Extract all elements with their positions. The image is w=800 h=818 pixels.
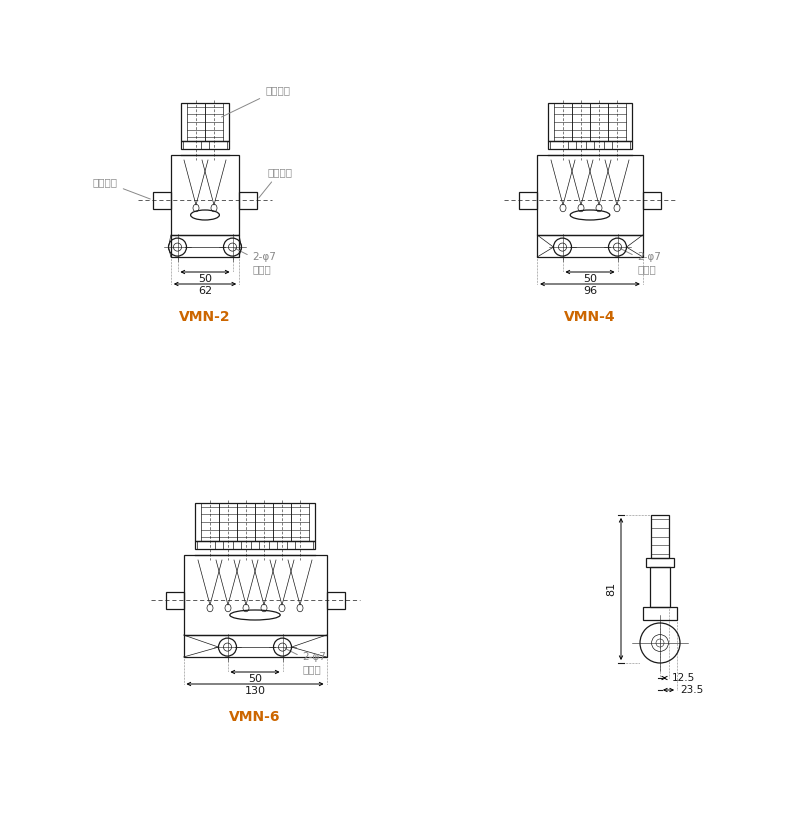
Bar <box>183 635 326 657</box>
Bar <box>651 515 669 558</box>
Bar <box>181 103 229 141</box>
Bar <box>646 558 674 567</box>
Bar <box>548 141 632 149</box>
Text: 出油接口: 出油接口 <box>222 85 290 117</box>
Text: 进出油口: 进出油口 <box>259 167 292 198</box>
Bar <box>650 567 670 607</box>
Bar <box>195 503 315 541</box>
Bar <box>171 235 239 257</box>
Bar <box>181 141 229 149</box>
Bar <box>153 191 171 209</box>
Text: 50: 50 <box>583 274 597 284</box>
Text: 96: 96 <box>583 286 597 296</box>
Bar <box>195 541 315 549</box>
Bar <box>326 591 345 609</box>
Text: 12.5: 12.5 <box>672 673 695 683</box>
Text: 2-φ7
安装孔: 2-φ7 安装孔 <box>620 249 662 274</box>
Text: VMN-4: VMN-4 <box>564 310 616 324</box>
Bar <box>166 591 183 609</box>
Text: 50: 50 <box>248 674 262 684</box>
Text: 23.5: 23.5 <box>680 685 703 695</box>
Bar <box>643 191 661 209</box>
Bar <box>171 155 239 235</box>
Text: VMN-2: VMN-2 <box>179 310 231 324</box>
Text: 81: 81 <box>606 582 616 596</box>
Text: 2-φ7
安装孔: 2-φ7 安装孔 <box>235 249 276 274</box>
Bar <box>239 191 257 209</box>
Bar <box>183 555 326 635</box>
Bar <box>538 235 643 257</box>
Text: 130: 130 <box>245 686 266 696</box>
Text: 2-φ7
安装孔: 2-φ7 安装孔 <box>285 649 326 674</box>
Text: 50: 50 <box>198 274 212 284</box>
Bar <box>538 155 643 235</box>
Text: VMN-6: VMN-6 <box>230 710 281 724</box>
Bar <box>643 607 677 620</box>
Text: 62: 62 <box>198 286 212 296</box>
Text: 进出油口: 进出油口 <box>93 177 150 199</box>
Bar <box>548 103 632 141</box>
Bar <box>519 191 538 209</box>
